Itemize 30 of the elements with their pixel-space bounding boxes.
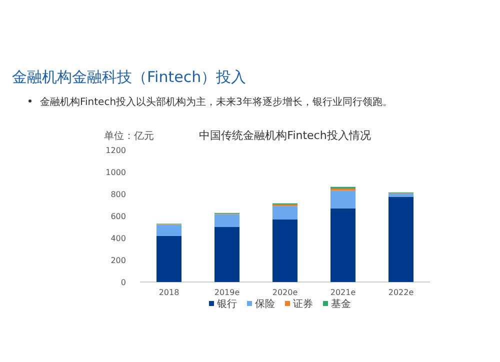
bar [214, 214, 240, 227]
y-tick-label: 200 [110, 256, 126, 265]
y-tick-label: 800 [110, 190, 126, 199]
y-tick-label: 400 [110, 234, 126, 243]
title: 金融机构金融科技（Fintech）投入 [12, 68, 246, 86]
legend-label: 保险 [255, 298, 275, 310]
bar [156, 224, 182, 236]
chart-subtitle: 中国传统金融机构Fintech投入情况 [199, 129, 371, 142]
y-axis-title: 单位：亿元 [104, 130, 154, 142]
bar [330, 208, 356, 282]
y-tick-label: 0 [120, 278, 126, 287]
bar [214, 227, 240, 282]
text: 金融机构Fintech投入以头部机构为主，未来3年将逐步增长，银行业同行领跑。 [40, 96, 392, 108]
x-tick-label: 2019e [214, 288, 240, 297]
bar [156, 236, 182, 282]
legend-label: 银行 [216, 299, 237, 310]
y-tick-label: 1200 [106, 146, 126, 155]
x-tick-label: 2020e [272, 288, 298, 297]
x-tick-label: 2018 [158, 288, 180, 297]
y-tick-label: 600 [110, 212, 126, 221]
y-tick-label: 1000 [106, 168, 126, 177]
bar [388, 193, 414, 197]
bar [272, 206, 298, 220]
x-tick-label: 2021e [330, 288, 356, 297]
bar [330, 190, 356, 208]
bar [272, 219, 298, 282]
x-tick-label: 2022e [388, 288, 414, 297]
legend-label: 证券 [293, 298, 313, 310]
bar [388, 196, 414, 282]
legend-label: 基金 [331, 298, 351, 310]
